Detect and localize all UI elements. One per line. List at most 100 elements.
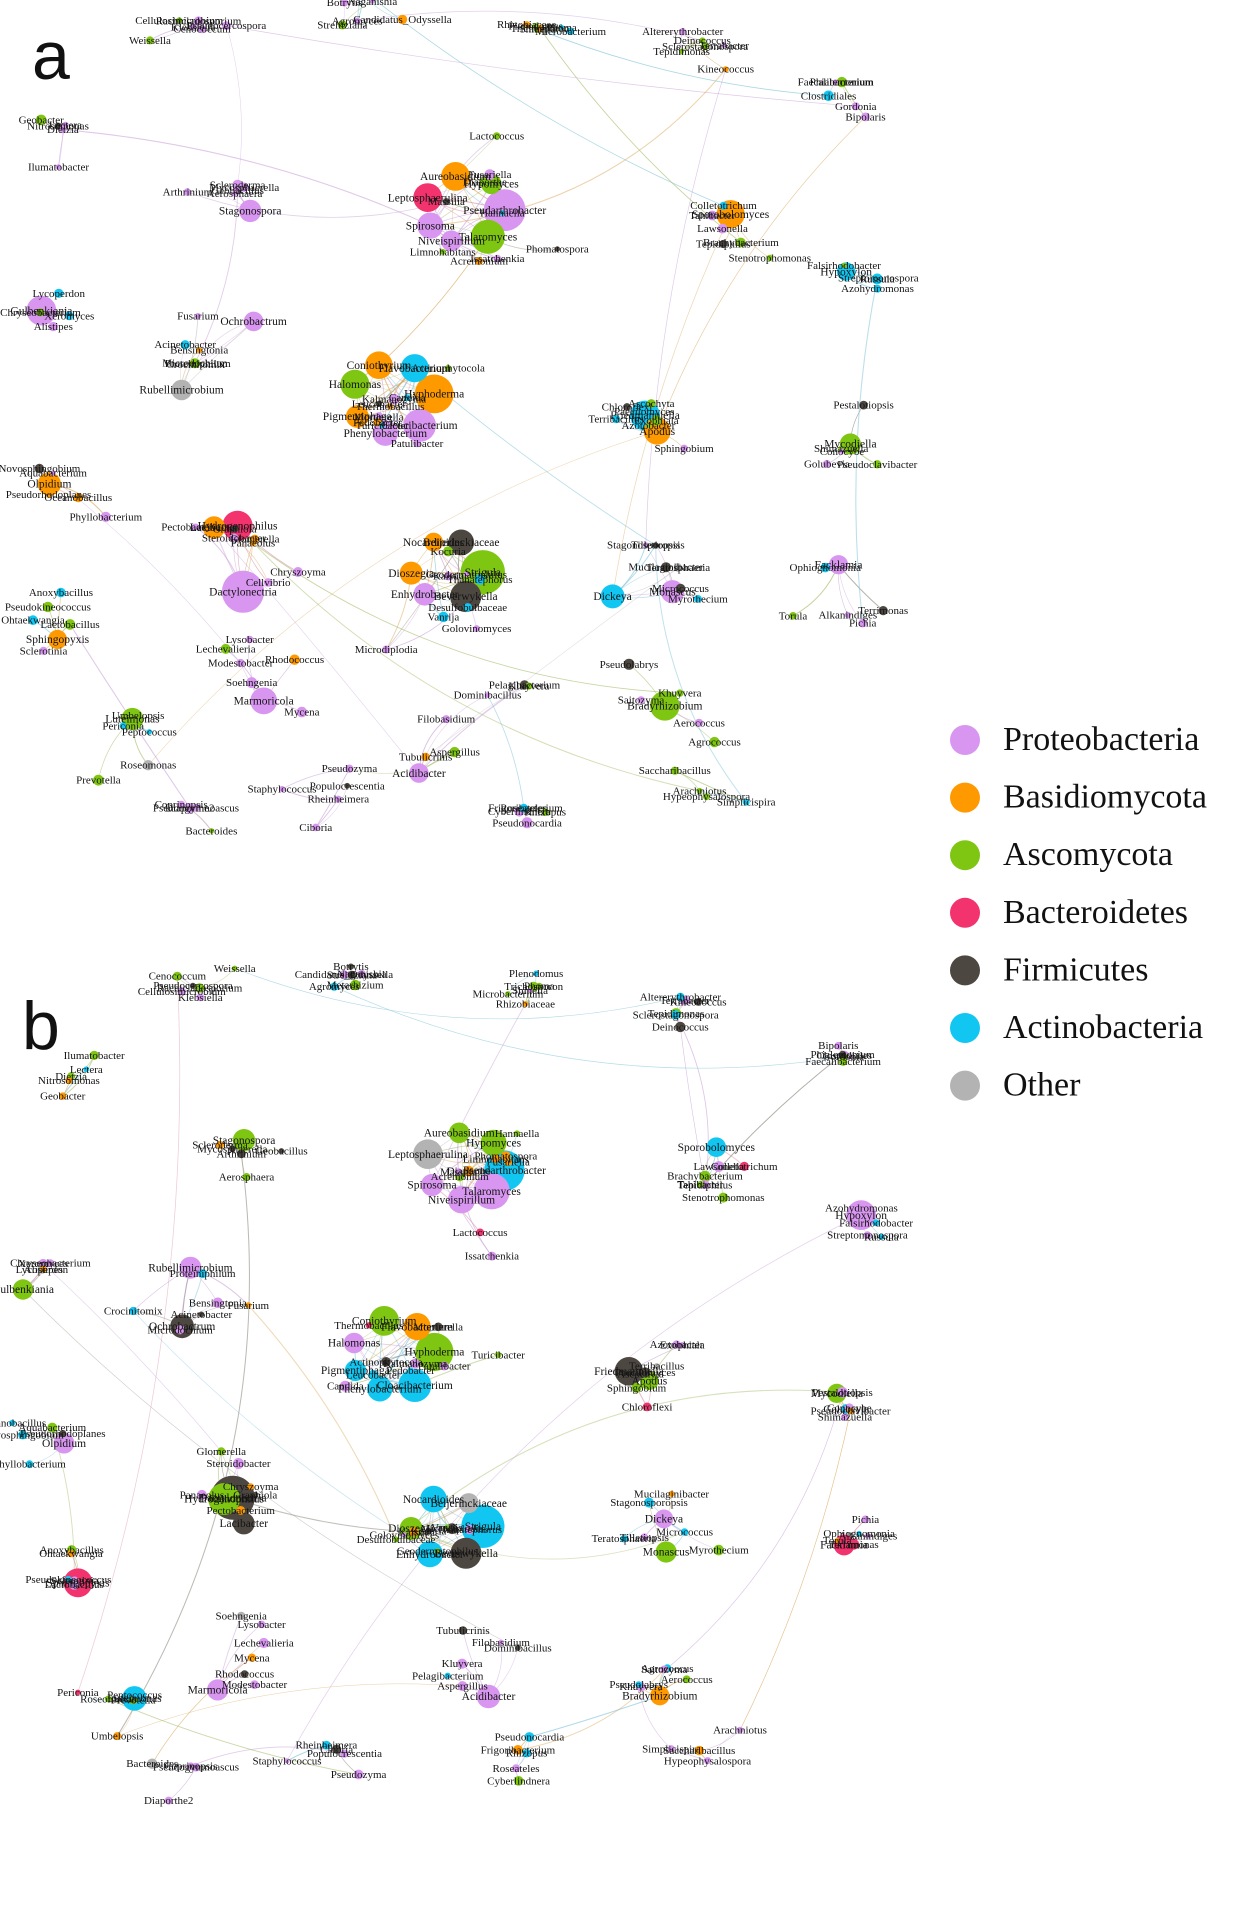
svg-text:Weissella: Weissella [214, 963, 256, 975]
svg-text:Ascomycota: Ascomycota [1003, 836, 1173, 873]
svg-text:Mortierella: Mortierella [414, 1321, 464, 1333]
svg-text:Actinophytocola: Actinophytocola [412, 363, 485, 375]
svg-text:Diaporthe: Diaporthe [463, 177, 507, 189]
svg-text:Stenotrophomonas: Stenotrophomonas [682, 1192, 765, 1204]
svg-text:Acinetobacter: Acinetobacter [170, 1309, 232, 1321]
svg-text:Pseudokineococcus: Pseudokineococcus [5, 601, 91, 613]
svg-text:Arthrinium: Arthrinium [163, 187, 213, 199]
svg-text:Lactococcus: Lactococcus [453, 1227, 508, 1239]
svg-text:Kocuria: Kocuria [430, 546, 466, 558]
svg-text:Fusarium: Fusarium [228, 1300, 270, 1312]
svg-text:Mucilaginibacter: Mucilaginibacter [628, 562, 703, 574]
svg-text:Rhizopus: Rhizopus [506, 1748, 548, 1760]
svg-text:Arthrinium: Arthrinium [217, 1148, 267, 1160]
svg-text:Halomonas: Halomonas [328, 1338, 381, 1350]
svg-text:Patulibacter: Patulibacter [418, 1361, 471, 1373]
svg-text:Simplicispira: Simplicispira [717, 797, 776, 809]
svg-text:Azotobacter: Azotobacter [622, 420, 676, 432]
svg-text:Pseudonocardia: Pseudonocardia [495, 1732, 565, 1744]
svg-text:Acidibacter: Acidibacter [462, 1691, 516, 1703]
svg-text:Mucilaginibacter: Mucilaginibacter [634, 1488, 709, 1500]
svg-text:Massilia: Massilia [428, 196, 465, 208]
svg-text:Colletotrichum: Colletotrichum [690, 200, 757, 212]
svg-text:Pestalotiopsis: Pestalotiopsis [833, 400, 894, 412]
svg-text:Roseomonas: Roseomonas [80, 1693, 136, 1705]
svg-text:Soehngenia: Soehngenia [226, 677, 277, 689]
svg-text:Xeromyces: Xeromyces [18, 1258, 68, 1270]
svg-text:Russula: Russula [864, 1231, 899, 1243]
svg-text:Tubulicrinis: Tubulicrinis [436, 1625, 489, 1637]
svg-text:Populocrescentia: Populocrescentia [310, 780, 385, 792]
svg-text:Naganishia: Naganishia [348, 0, 398, 8]
svg-text:Crocinitomix: Crocinitomix [166, 359, 225, 371]
svg-text:Modestobacter: Modestobacter [222, 1679, 288, 1691]
svg-text:Aerococcus: Aerococcus [661, 1674, 713, 1686]
svg-text:Hannaella: Hannaella [495, 1128, 540, 1140]
svg-text:Saccharibacillus: Saccharibacillus [663, 1745, 735, 1757]
svg-text:Vanrija: Vanrija [428, 612, 460, 624]
svg-text:Lactobacillus: Lactobacillus [40, 619, 99, 631]
svg-text:Agromyces: Agromyces [332, 16, 383, 28]
svg-text:Mycena: Mycena [284, 707, 320, 719]
svg-text:Pectobacterium: Pectobacterium [206, 1505, 275, 1517]
svg-text:Rheinheimera: Rheinheimera [307, 794, 369, 806]
svg-text:Naganishia: Naganishia [337, 968, 387, 980]
svg-text:Sphingobium: Sphingobium [607, 1382, 667, 1394]
svg-text:Proteiniphilum: Proteiniphilum [170, 1268, 236, 1280]
svg-text:Microdiplodia: Microdiplodia [355, 644, 418, 656]
svg-text:Aspergillus: Aspergillus [429, 747, 480, 759]
svg-text:Filobasidium: Filobasidium [417, 714, 476, 726]
svg-text:Graphiola: Graphiola [233, 1489, 277, 1501]
svg-text:Proteobacteria: Proteobacteria [1003, 721, 1199, 758]
svg-text:Ciboria: Ciboria [299, 822, 332, 834]
svg-text:Lechevalieria: Lechevalieria [196, 643, 256, 655]
svg-text:Cenococcum: Cenococcum [173, 24, 231, 36]
svg-text:Staphylococcus: Staphylococcus [252, 1755, 321, 1767]
svg-text:Sclerostagonospora: Sclerostagonospora [662, 41, 748, 53]
svg-text:Diaporthe2: Diaporthe2 [165, 803, 214, 815]
svg-text:Bacteroides: Bacteroides [126, 1758, 178, 1770]
svg-text:Pseudolabrys: Pseudolabrys [600, 659, 659, 671]
svg-text:Umbelopsis: Umbelopsis [112, 710, 165, 722]
svg-text:Phomatospora: Phomatospora [474, 1151, 537, 1163]
svg-text:Rubellimicrobium: Rubellimicrobium [139, 385, 223, 397]
svg-text:Issatchenkia: Issatchenkia [465, 1251, 519, 1263]
svg-text:Azohydromonas: Azohydromonas [825, 1203, 898, 1215]
svg-text:Phyllobacterium: Phyllobacterium [0, 1459, 66, 1471]
svg-text:Khuyvera: Khuyvera [619, 1681, 662, 1693]
svg-text:Weissella: Weissella [129, 35, 171, 47]
svg-text:Spirosoma: Spirosoma [406, 220, 455, 232]
svg-text:Ophiognomonia: Ophiognomonia [790, 562, 862, 574]
svg-text:Pestalotiopsis: Pestalotiopsis [812, 1387, 873, 1399]
svg-text:Falsirhodobacter: Falsirhodobacter [839, 1217, 913, 1229]
svg-text:Khuyvera: Khuyvera [658, 688, 701, 700]
svg-text:Dominibacillus: Dominibacillus [484, 1643, 552, 1655]
svg-text:Arachniotus: Arachniotus [673, 785, 727, 797]
svg-text:Bacteroides: Bacteroides [185, 825, 237, 837]
svg-text:Phoma: Phoma [546, 22, 577, 34]
svg-text:Thanatephorus: Thanatephorus [447, 574, 512, 586]
svg-text:Leucobacter: Leucobacter [346, 1370, 401, 1382]
svg-text:Kluyvera: Kluyvera [508, 681, 549, 693]
svg-text:Aerosphaera: Aerosphaera [207, 188, 263, 200]
svg-text:Azotobacter: Azotobacter [650, 1339, 704, 1351]
svg-text:Kineococcus: Kineococcus [697, 64, 754, 76]
svg-text:Stagonospora: Stagonospora [219, 206, 282, 218]
svg-text:Dietzia: Dietzia [55, 1071, 87, 1083]
svg-text:Pseudozyma: Pseudozyma [331, 1769, 387, 1781]
svg-text:Sclerostagonospora: Sclerostagonospora [633, 1009, 719, 1021]
svg-text:Bipolaris: Bipolaris [845, 111, 885, 123]
svg-text:Lawsonella: Lawsonella [697, 223, 748, 235]
svg-text:Thermobacillus: Thermobacillus [334, 1320, 403, 1332]
svg-text:Golubevia: Golubevia [804, 459, 850, 471]
svg-text:Panaeolus: Panaeolus [180, 1489, 225, 1501]
svg-text:Basidiomycota: Basidiomycota [1003, 779, 1207, 816]
svg-text:Roseateles: Roseateles [492, 1763, 539, 1775]
svg-text:Arachniotus: Arachniotus [713, 1725, 767, 1737]
svg-text:Niveispirillum: Niveispirillum [428, 1195, 495, 1207]
svg-text:Firmicutes: Firmicutes [1003, 951, 1148, 988]
svg-text:Dickeya: Dickeya [645, 1514, 683, 1526]
svg-text:Lactococcus: Lactococcus [469, 130, 524, 142]
svg-text:Patulibacter: Patulibacter [391, 438, 444, 450]
svg-text:Tepidiphilus: Tepidiphilus [696, 239, 751, 251]
